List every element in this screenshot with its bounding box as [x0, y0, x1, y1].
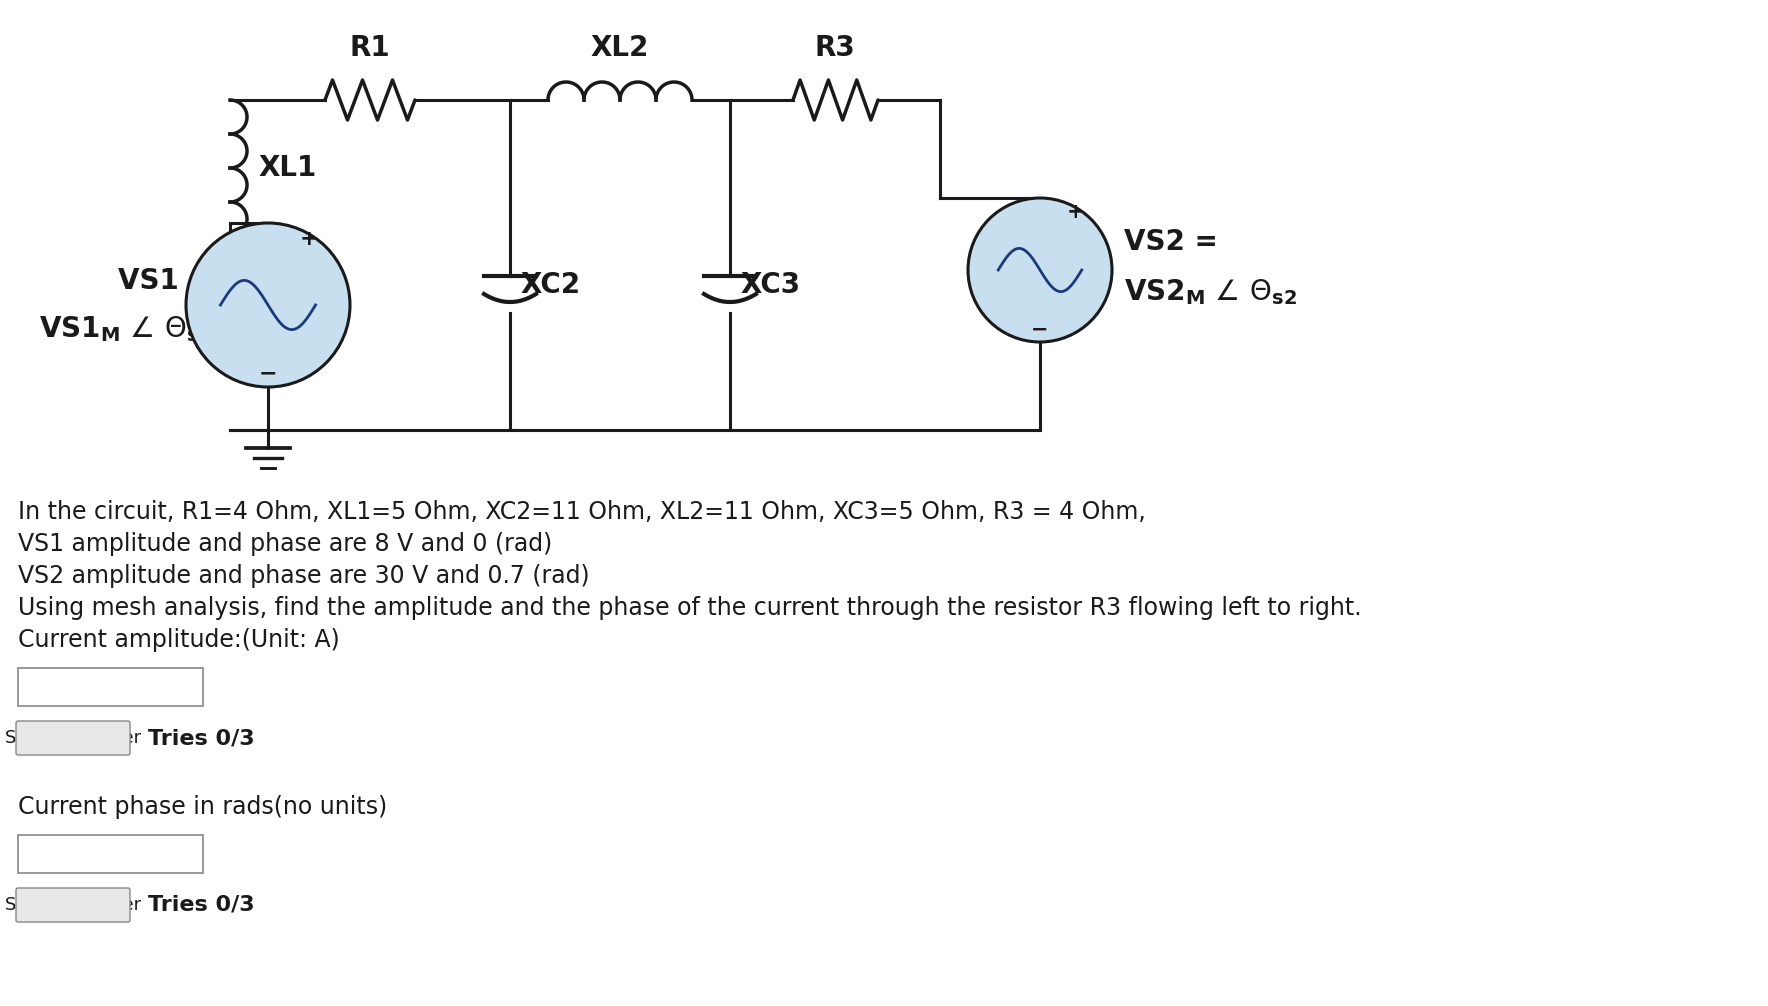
Text: VS2 =: VS2 =: [1124, 228, 1218, 256]
Bar: [18, 668, 203, 706]
Text: R1: R1: [350, 34, 391, 62]
Text: Current phase in rads(no units): Current phase in rads(no units): [18, 795, 387, 819]
Text: Submit Answer: Submit Answer: [5, 896, 141, 914]
Text: +: +: [301, 229, 318, 249]
Text: VS1 =: VS1 =: [118, 267, 212, 295]
Text: Submit Answer: Submit Answer: [5, 729, 141, 747]
Text: XL1: XL1: [258, 154, 316, 182]
Text: VS1 amplitude and phase are 8 V and 0 (rad): VS1 amplitude and phase are 8 V and 0 (r…: [18, 532, 552, 556]
Text: In the circuit, R1=4 Ohm, XL1=5 Ohm, XC2=11 Ohm, XL2=11 Ohm, XC3=5 Ohm, R3 = 4 O: In the circuit, R1=4 Ohm, XL1=5 Ohm, XC2…: [18, 500, 1146, 524]
Text: Tries 0/3: Tries 0/3: [149, 895, 255, 915]
Text: VS2$_\mathregular{M}$ $\angle$ $\Theta_\mathregular{s2}$: VS2$_\mathregular{M}$ $\angle$ $\Theta_\…: [1124, 277, 1298, 307]
Text: XC3: XC3: [741, 271, 801, 299]
FancyBboxPatch shape: [16, 888, 131, 923]
FancyBboxPatch shape: [16, 721, 131, 754]
Text: XL2: XL2: [591, 34, 649, 62]
Text: Current amplitude:(Unit: A): Current amplitude:(Unit: A): [18, 628, 339, 652]
Circle shape: [186, 223, 350, 387]
Text: +: +: [1068, 202, 1086, 222]
Text: XC2: XC2: [520, 271, 580, 299]
Text: Tries 0/3: Tries 0/3: [149, 728, 255, 748]
Text: R3: R3: [815, 34, 856, 62]
Text: Using mesh analysis, find the amplitude and the phase of the current through the: Using mesh analysis, find the amplitude …: [18, 596, 1361, 620]
Text: −: −: [1031, 320, 1048, 340]
Text: −: −: [258, 363, 278, 383]
Text: VS2 amplitude and phase are 30 V and 0.7 (rad): VS2 amplitude and phase are 30 V and 0.7…: [18, 564, 589, 588]
Circle shape: [969, 198, 1112, 342]
Text: VS1$_\mathregular{M}$ $\angle$ $\Theta_\mathregular{s1}$: VS1$_\mathregular{M}$ $\angle$ $\Theta_\…: [39, 314, 212, 344]
Bar: [18, 835, 203, 873]
